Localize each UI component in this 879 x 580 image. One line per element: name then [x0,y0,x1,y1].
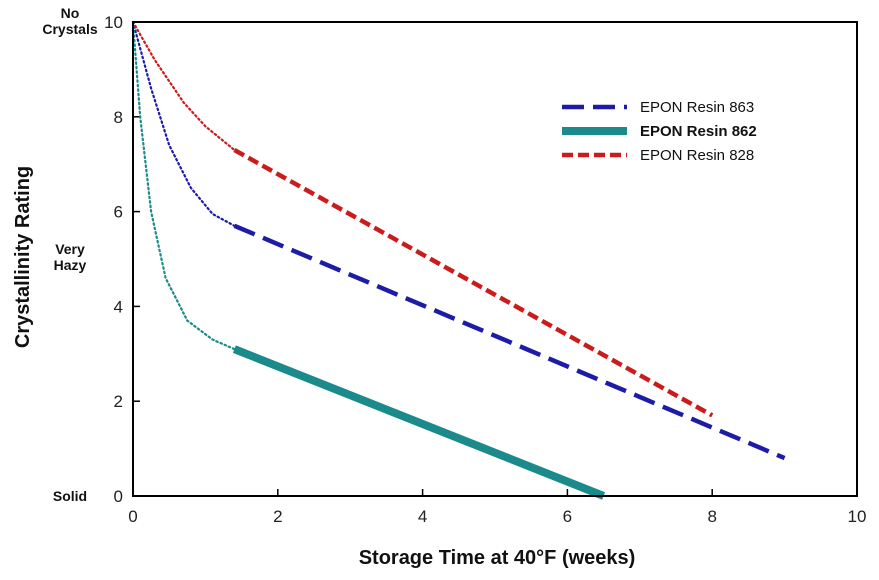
x-tick-label: 10 [848,507,867,526]
x-tick-label: 0 [128,507,137,526]
y-category-line: Crystals [42,21,97,37]
y-category-labels: No Crystals Very Hazy Solid [42,5,97,504]
epon-resin-863-extrapolated-line [131,20,236,227]
y-category-line: No [61,5,80,21]
x-tick-label: 4 [418,507,427,526]
y-category-label: No Crystals [42,5,97,37]
y-category-line: Hazy [54,257,87,273]
epon-resin-828-extrapolated-line [131,20,236,152]
epon-resin-863-legend-label: EPON Resin 863 [640,99,754,116]
y-tick-label: 2 [114,392,123,411]
y-axis-title: Crystallinity Rating [12,166,34,348]
x-tick-label: 2 [273,507,282,526]
x-axis-title: Storage Time at 40°F (weeks) [359,547,636,569]
epon-resin-862-line [232,345,606,500]
epon-resin-862-legend-label: EPON Resin 862 [640,123,757,140]
y-category-label: Very Hazy [54,241,87,273]
y-category-label: Solid [53,488,87,504]
y-tick-label: 6 [114,203,123,222]
plot-frame [132,21,858,497]
epon-resin-828-legend-label: EPON Resin 828 [640,147,754,164]
y-tick-label: 8 [114,108,123,127]
y-category-line: Very [55,241,85,257]
epon-resin-828-line [233,148,714,418]
y-axis-ticks: 0 2 4 6 8 10 [104,13,140,506]
epon-resin-862-extrapolated-line [131,20,236,351]
y-tick-label: 4 [114,297,123,316]
x-axis-ticks: 0 2 4 6 8 10 [128,489,866,526]
series-lines [131,20,786,500]
x-tick-label: 8 [707,507,716,526]
x-tick-label: 6 [563,507,572,526]
y-category-line: Solid [53,488,87,504]
y-tick-label: 10 [104,13,123,32]
legend: EPON Resin 863 EPON Resin 862 EPON Resin 8… [562,99,757,164]
epon-resin-863-line [233,223,786,461]
y-tick-label: 0 [114,487,123,506]
